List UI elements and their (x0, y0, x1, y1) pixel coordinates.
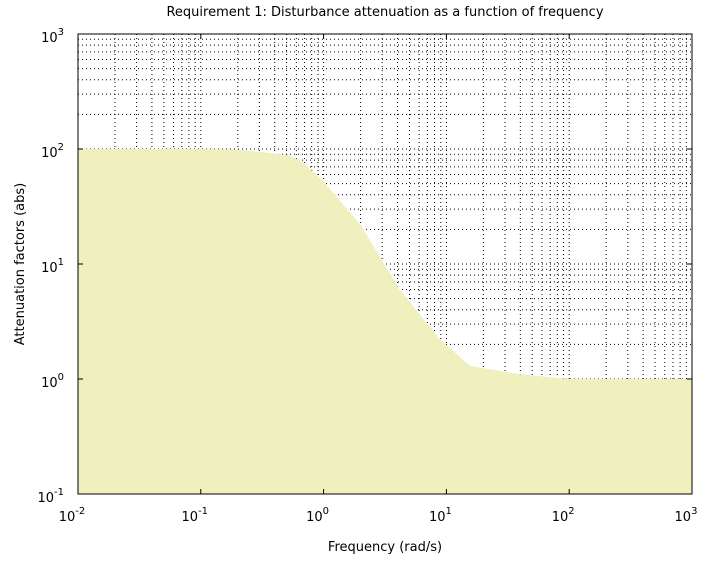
area (78, 149, 692, 494)
x-tick-label: 101 (429, 506, 452, 525)
y-tick-label: 10-1 (37, 487, 64, 506)
y-tick-label: 103 (41, 27, 64, 46)
y-tick-label: 101 (41, 257, 64, 276)
x-tick-label: 10-2 (59, 506, 86, 525)
x-tick-label: 10-1 (182, 506, 209, 525)
x-axis-label: Frequency (rad/s) (328, 540, 442, 555)
y-axis-label: Attenuation factors (abs) (13, 183, 28, 345)
x-tick-label: 103 (675, 506, 698, 525)
y-tick-label: 100 (41, 372, 64, 391)
chart-title: Requirement 1: Disturbance attenuation a… (166, 5, 603, 20)
x-tick-label: 102 (552, 506, 575, 525)
y-tick-label: 102 (41, 142, 64, 161)
x-tick-label: 100 (306, 506, 329, 525)
